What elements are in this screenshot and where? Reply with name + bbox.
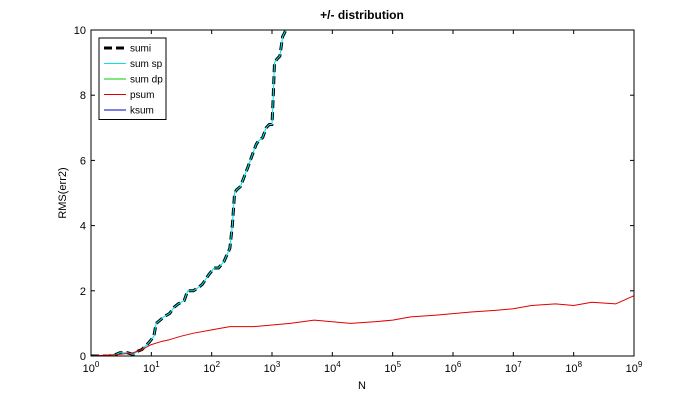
- y-axis-label: RMS(err2): [57, 167, 69, 218]
- chart-title: +/- distribution: [320, 8, 404, 22]
- series-layer: [91, 30, 634, 356]
- y-tick-label: 8: [80, 90, 86, 102]
- plot-frame: [90, 29, 635, 357]
- y-tick-label: 6: [80, 155, 86, 167]
- x-tick-label: 109: [626, 360, 643, 375]
- y-tick-label: 2: [80, 286, 86, 298]
- y-tick-label: 4: [80, 221, 86, 233]
- x-tick-label: 107: [505, 360, 522, 375]
- x-tick-label: 108: [565, 360, 582, 375]
- y-tick-label: 0: [80, 351, 86, 363]
- x-tick-label: 100: [83, 360, 100, 375]
- x-tick-label: 105: [384, 360, 401, 375]
- x-tick-label: 106: [445, 360, 462, 375]
- series-line-sum-sp: [91, 30, 288, 356]
- x-tick-label: 101: [143, 360, 160, 375]
- x-tick-label: 104: [324, 360, 341, 375]
- plot-background: [91, 30, 634, 356]
- y-tick-label: 10: [74, 25, 86, 37]
- legend-label: sumi: [130, 44, 151, 55]
- x-axis-label: N: [358, 380, 366, 392]
- x-tick-label: 103: [264, 360, 281, 375]
- legend-label: ksum: [130, 106, 154, 117]
- x-tick-label: 102: [203, 360, 220, 375]
- legend-label: sum dp: [130, 75, 163, 86]
- axis-layer: 100 101 102 103 104 105 106 107 108 109 0 2 4 6 8 10: [74, 25, 643, 375]
- legend-label: sum sp: [130, 59, 163, 70]
- series-line-psum: [91, 295, 634, 356]
- legend-label: psum: [130, 90, 154, 101]
- legend: sumi sum sp sum dp psum ksum: [98, 37, 167, 120]
